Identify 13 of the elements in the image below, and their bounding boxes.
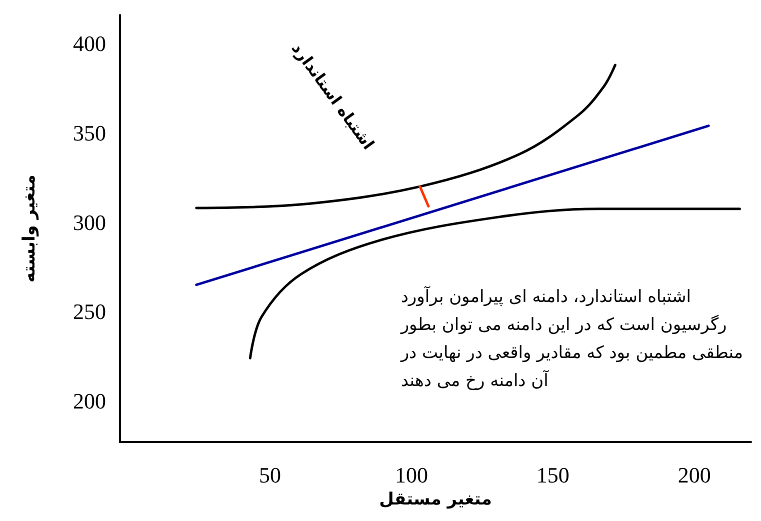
x-tick-label: 150: [536, 462, 570, 488]
x-axis-title: متغیر مستقل: [379, 490, 492, 510]
x-tick-label: 200: [678, 462, 711, 488]
annotation: اشتباه استاندارد: [288, 38, 378, 154]
y-tick-label: 400: [73, 31, 106, 56]
y-axis-title: متغیر وابسته: [20, 174, 40, 282]
y-tick-label: 300: [73, 210, 106, 235]
x-tick-label: 100: [394, 462, 428, 488]
y-tick-label: 250: [73, 299, 106, 324]
y-tick-label: 200: [73, 388, 106, 414]
y-tick-label: 350: [73, 120, 106, 146]
x-tick-label: 50: [258, 462, 281, 488]
annotation: اشتباه استاندارد، دامنه ای پیرامون برآورد رگرسیون است که در این دامنه می توان بطور منطقی مطمین بود که مقادیر واقعی در نهایت در آن دامنه رخ می دهند: [400, 286, 744, 391]
